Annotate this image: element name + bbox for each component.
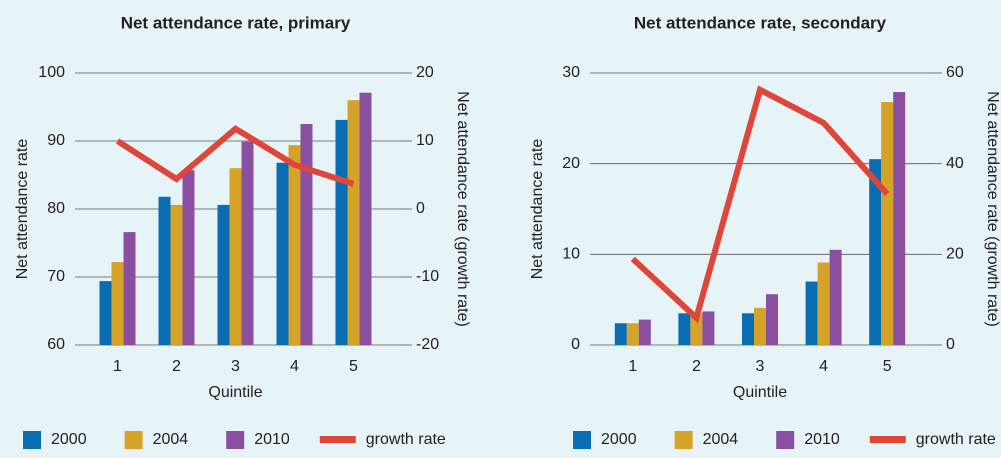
legend-swatch <box>124 431 143 449</box>
bar <box>817 262 830 345</box>
bar <box>158 196 171 345</box>
y-tick-label: 100 <box>38 64 65 81</box>
bar <box>347 100 360 345</box>
legend-swatch <box>23 431 41 449</box>
bar <box>288 145 301 345</box>
legend-label: 2010 <box>254 431 290 448</box>
y-tick-label: 70 <box>47 268 65 285</box>
x-tick-label: 4 <box>819 358 828 375</box>
bar <box>217 204 230 345</box>
y2-axis-label: Net attendance rate (growth rate) <box>454 91 471 327</box>
x-tick-label: 5 <box>349 358 358 375</box>
x-tick-label: 5 <box>883 358 892 375</box>
x-tick-label: 3 <box>231 358 240 375</box>
y-tick-label: 30 <box>562 64 580 81</box>
legend-label: 2000 <box>601 431 637 448</box>
bar <box>678 313 691 345</box>
bar <box>229 168 242 345</box>
bar <box>754 307 766 345</box>
legend-label: growth rate <box>366 431 446 448</box>
x-tick-label: 1 <box>113 358 122 375</box>
y-axis-label: Net attendance rate <box>14 139 31 280</box>
chart-title: Net attendance rate, secondary <box>634 13 887 32</box>
y2-tick-label: 0 <box>946 336 955 353</box>
bar <box>626 323 639 345</box>
bar <box>111 262 124 345</box>
y2-tick-label: 10 <box>416 132 434 149</box>
legend-label: 2000 <box>51 431 87 448</box>
legend-label: 2010 <box>804 431 840 448</box>
bar <box>241 141 254 345</box>
bar <box>893 92 906 345</box>
y2-tick-label: 20 <box>946 246 964 263</box>
y-tick-label: 90 <box>47 132 65 149</box>
bar <box>805 281 818 345</box>
y-tick-label: 60 <box>47 336 65 353</box>
y2-tick-label: -20 <box>416 336 439 353</box>
bar <box>702 311 715 345</box>
y-axis-label: Net attendance rate <box>529 139 546 280</box>
bar <box>881 102 894 345</box>
legend-swatch <box>776 431 795 449</box>
bar <box>170 204 183 345</box>
bar <box>276 162 289 345</box>
y2-tick-label: 0 <box>416 200 425 217</box>
x-axis-label: Quintile <box>208 384 262 401</box>
y2-tick-label: 40 <box>946 155 964 172</box>
y-tick-label: 80 <box>47 200 65 217</box>
x-tick-label: 4 <box>290 358 299 375</box>
legend-swatch <box>674 431 693 449</box>
legend-swatch <box>573 431 591 449</box>
x-tick-label: 2 <box>172 358 181 375</box>
x-axis-label: Quintile <box>733 384 787 401</box>
bar <box>869 159 882 345</box>
bar <box>638 319 651 345</box>
legend-label: 2004 <box>153 431 189 448</box>
x-tick-label: 3 <box>756 358 765 375</box>
bar <box>742 313 754 345</box>
y-tick-label: 10 <box>562 246 580 263</box>
x-tick-label: 1 <box>628 358 637 375</box>
growth-line <box>115 125 355 187</box>
growth-line <box>630 85 890 324</box>
legend-swatch <box>226 431 245 449</box>
bar <box>300 124 313 345</box>
bar <box>182 170 195 345</box>
x-tick-label: 2 <box>692 358 701 375</box>
legend-swatch <box>869 436 906 443</box>
bar <box>359 92 372 345</box>
legend-label: 2004 <box>703 431 739 448</box>
y2-tick-label: 60 <box>946 64 964 81</box>
chart-title: Net attendance rate, primary <box>121 13 351 32</box>
bar <box>99 281 112 345</box>
bar <box>829 249 842 345</box>
bar <box>766 294 778 345</box>
bar <box>614 323 627 345</box>
y2-axis-label: Net attendance rate (growth rate) <box>984 91 1001 327</box>
legend-label: growth rate <box>916 431 996 448</box>
y2-tick-label: -10 <box>416 268 439 285</box>
legend-swatch <box>319 436 356 443</box>
bar <box>690 313 703 345</box>
y-tick-label: 20 <box>562 155 580 172</box>
bar <box>335 119 348 345</box>
bar <box>123 232 136 345</box>
y-tick-label: 0 <box>571 336 580 353</box>
y2-tick-label: 20 <box>416 64 434 81</box>
